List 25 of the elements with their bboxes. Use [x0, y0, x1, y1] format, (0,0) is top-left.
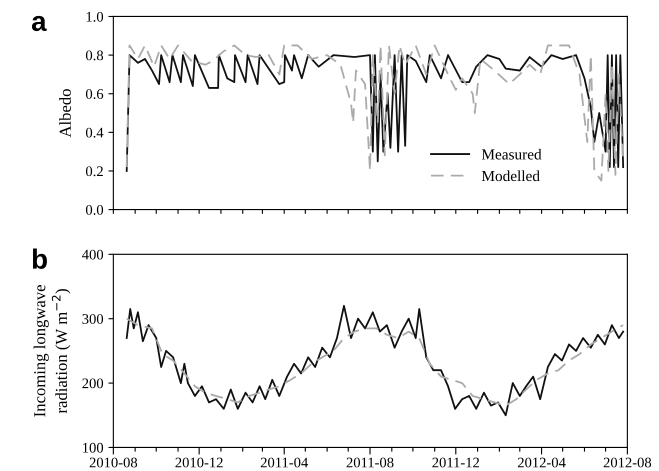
- y-tick-label: 1.0: [86, 12, 104, 22]
- legend-label: Measured: [482, 148, 542, 160]
- y-tick-label: 400: [82, 250, 104, 260]
- y-tick-label: 100: [83, 442, 104, 453]
- chart-title: b: [32, 248, 47, 269]
- chart-title: a: [32, 16, 47, 32]
- x-tick-label: 2010-08: [90, 458, 138, 468]
- y-tick-label: 0.0: [86, 204, 104, 215]
- y-tick-label: 300: [82, 314, 104, 324]
- y-tick-label: 0.6: [86, 89, 104, 99]
- y-tick-label: 0.4: [86, 128, 104, 138]
- y-tick-label: 0.8: [86, 50, 104, 60]
- y-tick-label: 0.2: [86, 166, 103, 176]
- line-series: [126, 304, 624, 416]
- legend-label: Modelled: [482, 170, 540, 182]
- x-tick-label: 2010-12: [175, 458, 223, 468]
- x-tick-label: 2012-08: [604, 458, 652, 468]
- y-axis-title: Albedo: [59, 89, 71, 138]
- x-tick-label: 2012-04: [518, 458, 566, 468]
- x-tick-label: 2011-12: [432, 458, 480, 468]
- line-series: [126, 318, 624, 407]
- x-tick-label: 2011-08: [346, 458, 394, 468]
- x-tick-label: 2011-04: [260, 458, 308, 468]
- y-axis-title: Incoming longwave radiation (W m$^{−2}$): [34, 285, 70, 417]
- y-tick-label: 200: [82, 378, 104, 388]
